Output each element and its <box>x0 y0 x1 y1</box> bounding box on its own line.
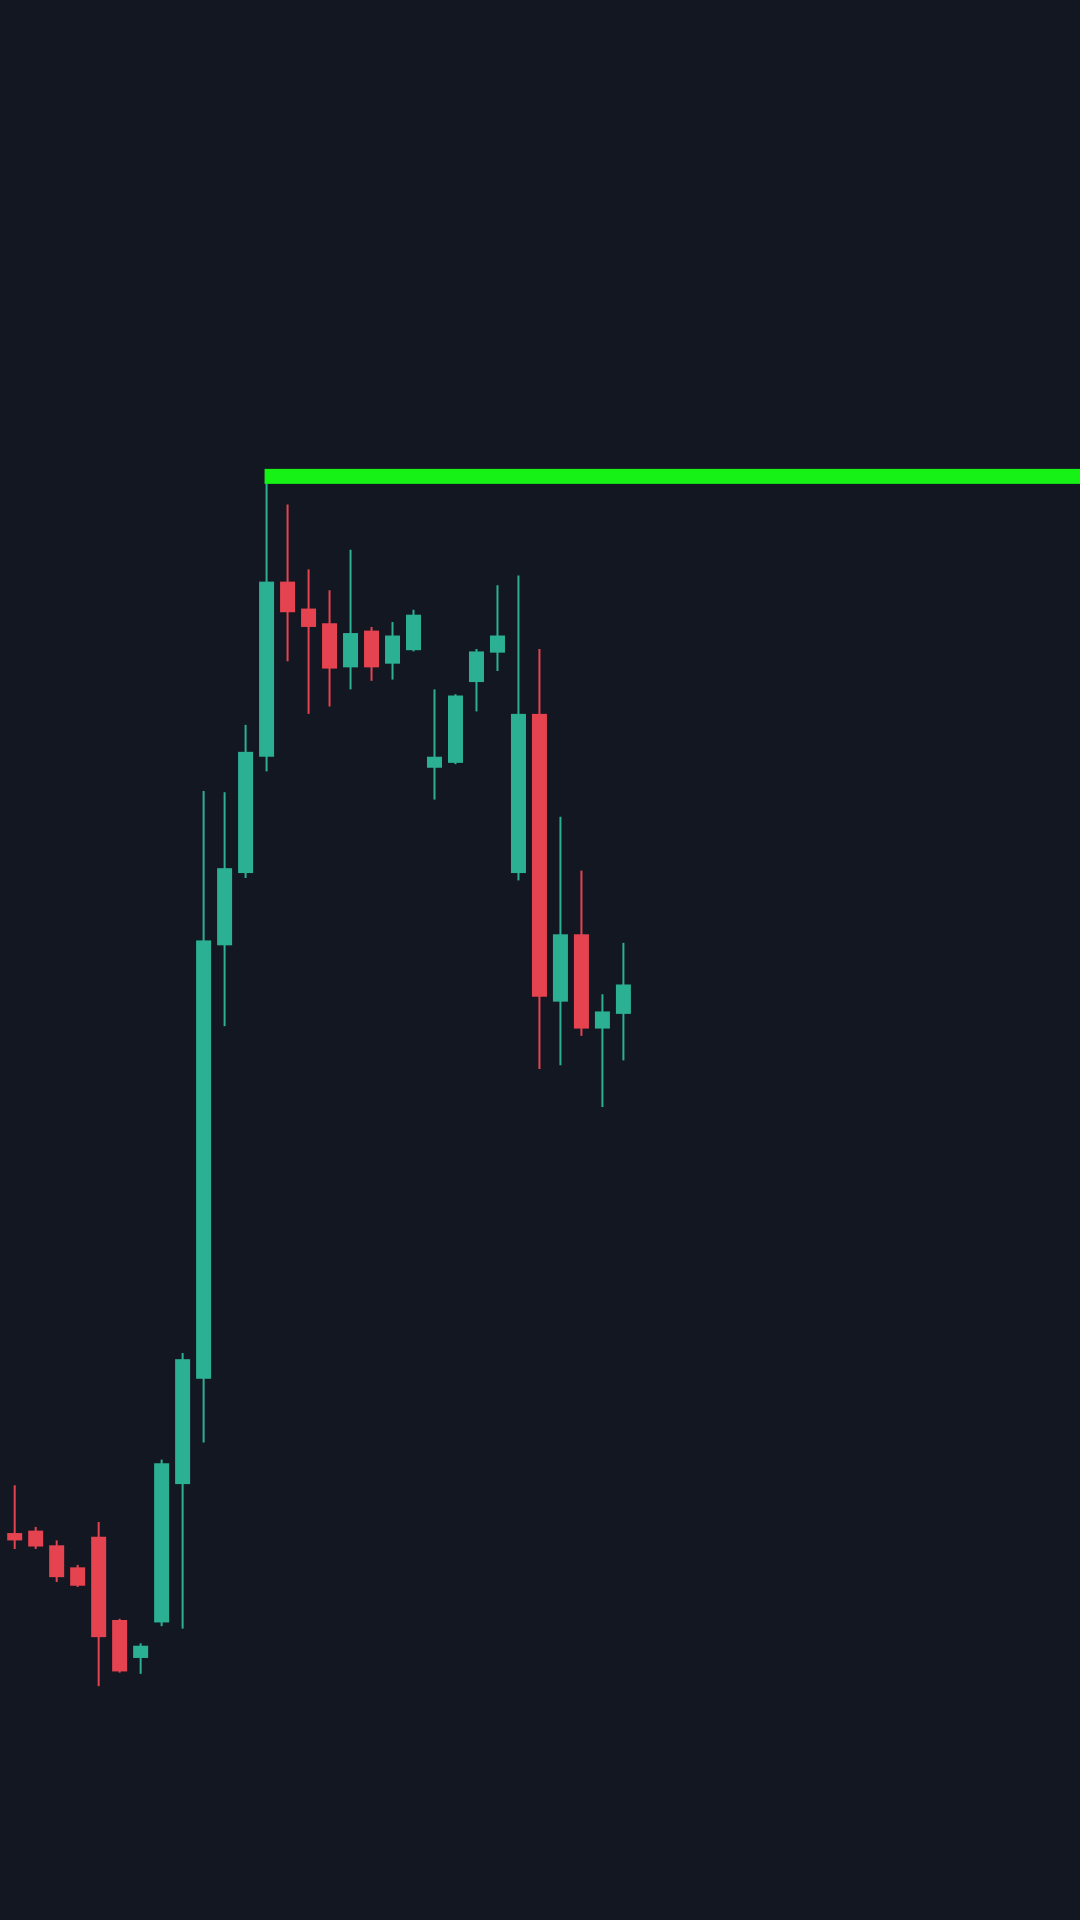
candle-body <box>70 1567 86 1586</box>
candle-body <box>28 1530 44 1547</box>
candle-body <box>238 751 254 874</box>
candle-body <box>112 1620 128 1672</box>
candle-body <box>259 581 275 757</box>
candle-body <box>573 934 589 1029</box>
candle-body <box>154 1463 170 1623</box>
candle-body <box>468 651 484 683</box>
candle-body <box>91 1536 107 1638</box>
candle-body <box>7 1533 23 1541</box>
candle-body <box>217 868 233 946</box>
candle-body <box>49 1545 65 1578</box>
candle-body <box>447 695 463 763</box>
candle-body <box>489 635 505 653</box>
candle-body <box>406 614 422 651</box>
candle-body <box>280 581 296 613</box>
candle-body <box>615 984 631 1014</box>
candle-body <box>322 623 338 669</box>
candle-body <box>531 713 547 997</box>
candle-body <box>385 635 401 664</box>
candle-body <box>510 713 526 874</box>
candle-body <box>301 608 317 627</box>
candle-body <box>427 756 442 768</box>
candle-body <box>343 633 359 668</box>
candle-body <box>364 630 380 668</box>
candle-body <box>594 1011 610 1029</box>
candle-body <box>196 940 212 1379</box>
candle-body <box>133 1645 149 1658</box>
candle-body <box>552 934 568 1002</box>
candle-body <box>175 1359 191 1485</box>
